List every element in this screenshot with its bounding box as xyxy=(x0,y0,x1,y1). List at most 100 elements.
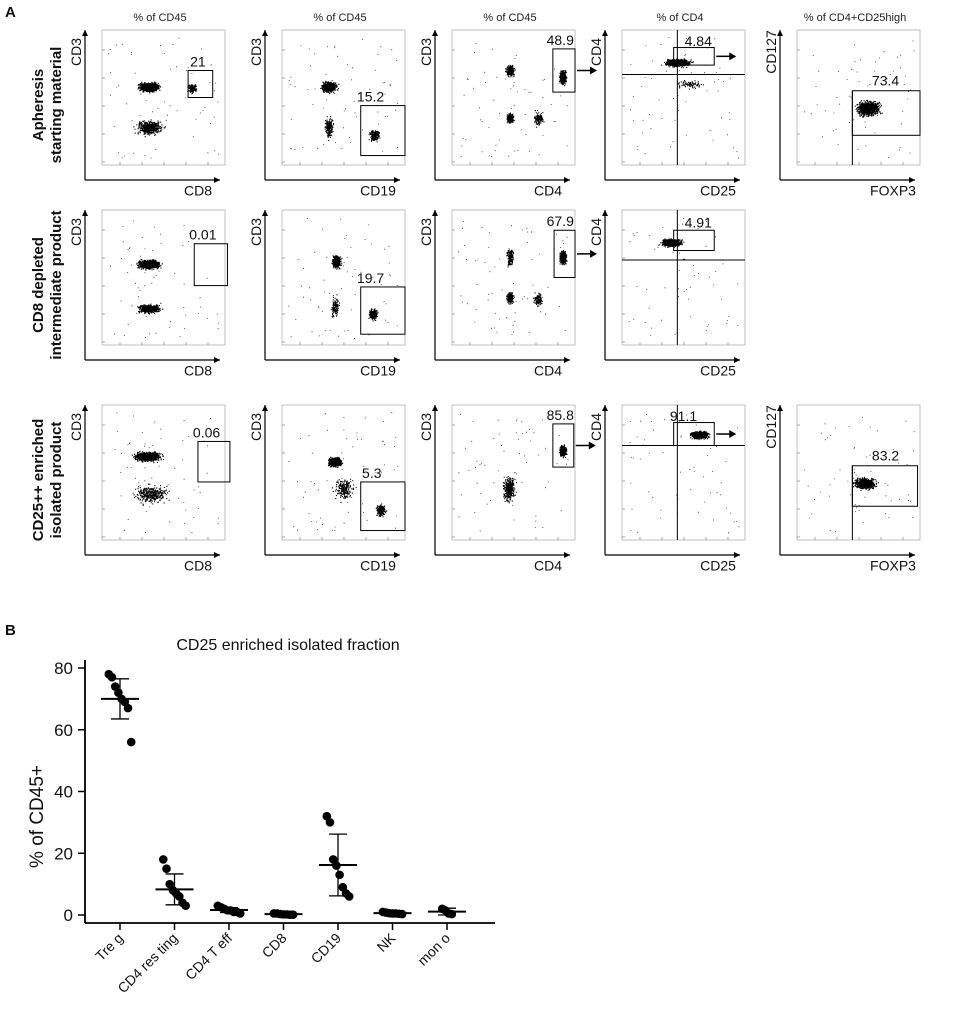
gate-arrow-icon xyxy=(590,249,597,258)
panel-b-scatter-chart: B CD25 enriched isolated fraction 0 20 40 6… xyxy=(5,622,495,996)
y-axis-label: CD3 xyxy=(68,218,84,246)
x-axis-arrow-icon xyxy=(564,552,570,558)
y-axis-arrow-icon xyxy=(262,30,268,36)
x-axis-label: CD25 xyxy=(700,362,736,378)
column-title: % of CD45 xyxy=(133,12,186,24)
panel-b-label: B xyxy=(5,622,16,639)
event-dots xyxy=(458,413,569,532)
y-axis-arrow-icon xyxy=(602,210,608,216)
flow-plot: 0.01 CD8 CD3 xyxy=(68,209,228,378)
y-axis-label: CD3 xyxy=(248,218,264,246)
y-axis-label: CD3 xyxy=(248,413,264,441)
y-axis-arrow-icon xyxy=(82,30,88,36)
gate-box xyxy=(197,440,231,483)
event-dots xyxy=(288,412,399,531)
x-axis-label: CD25 xyxy=(700,182,736,198)
data-point xyxy=(344,892,354,901)
gate-value: 67.9 xyxy=(547,213,574,229)
row-labels: Apheresis starting material CD8 depleted in… xyxy=(30,47,65,542)
gate-box xyxy=(360,286,406,335)
event-dots xyxy=(630,37,739,159)
flow-plot: 0.06 CD8 CD3 xyxy=(68,404,231,573)
svg-text:isolated product: isolated product xyxy=(48,422,65,539)
y-axis-label: CD3 xyxy=(68,413,84,441)
x-axis-label: FOXP3 xyxy=(870,182,916,198)
x-axis-label: CD8 xyxy=(184,557,212,573)
x-category-label: CD8 xyxy=(258,930,289,961)
x-axis-arrow-icon xyxy=(564,177,570,183)
y-axis-arrow-icon xyxy=(432,210,438,216)
flow-plot: 85.8 CD4 CD3 xyxy=(418,404,596,573)
y-axis-arrow-icon xyxy=(262,405,268,411)
gate-value: 21 xyxy=(190,53,206,69)
gate-value: 0.01 xyxy=(189,227,216,243)
gate-value: 5.3 xyxy=(362,465,382,481)
x-axis-arrow-icon xyxy=(734,357,740,363)
x-axis-label: CD19 xyxy=(360,182,396,198)
data-point xyxy=(159,855,168,864)
gate-arrow-icon xyxy=(590,66,597,75)
y-axis-label: CD3 xyxy=(418,218,434,246)
y-tick-label: 60 xyxy=(54,721,73,740)
y-axis-label: CD3 xyxy=(248,38,264,66)
data-point xyxy=(181,901,190,911)
y-axis-arrow-icon xyxy=(602,405,608,411)
x-axis-arrow-icon xyxy=(394,357,400,363)
y-tick-label: 80 xyxy=(54,659,73,678)
x-category-label: Tre g xyxy=(92,930,126,964)
flow-plot: 83.2 FOXP3 CD127 xyxy=(763,404,921,573)
y-axis-label: CD3 xyxy=(418,38,434,66)
gate-box xyxy=(360,481,406,532)
y-axis-label: CD127 xyxy=(763,405,779,449)
gate-box xyxy=(552,48,576,93)
column-title: % of CD4 xyxy=(656,12,703,24)
event-dots xyxy=(629,414,740,534)
flow-plot: 91.1 CD25 CD4 xyxy=(588,404,746,573)
chart-title: CD25 enriched isolated fraction xyxy=(176,637,399,654)
column-titles: % of CD45 % of CD45 % of CD45 % of CD4 % of … xyxy=(133,12,906,24)
flow-plot: 21 CD8 CD3 xyxy=(68,29,226,198)
gate-value: 85.8 xyxy=(547,407,574,423)
x-axis-label: CD25 xyxy=(700,557,736,573)
x-category-label: NK xyxy=(374,929,400,955)
event-dots xyxy=(804,416,915,532)
y-axis-arrow-icon xyxy=(82,210,88,216)
x-axis-label: CD4 xyxy=(534,362,562,378)
event-dots xyxy=(458,221,568,335)
x-axis-arrow-icon xyxy=(214,357,220,363)
event-dots xyxy=(804,40,915,158)
x-axis-arrow-icon xyxy=(909,552,915,558)
y-tick-label: 20 xyxy=(54,844,73,863)
y-tick-label: 40 xyxy=(54,783,73,802)
y-axis-arrow-icon xyxy=(432,405,438,411)
x-axis-arrow-icon xyxy=(394,177,400,183)
data-point xyxy=(335,870,344,880)
flow-plot: 4.84 CD25 CD4 xyxy=(588,29,746,198)
y-axis-arrow-icon xyxy=(82,405,88,411)
flow-plot: 4.91 CD25 CD4 xyxy=(588,209,746,378)
gate-value: 15.2 xyxy=(357,89,384,105)
svg-text:CD8 depleted: CD8 depleted xyxy=(30,237,47,333)
column-title: % of CD4+CD25high xyxy=(804,12,906,24)
gate-box xyxy=(673,229,715,251)
column-title: % of CD45 xyxy=(313,12,366,24)
x-axis-label: CD4 xyxy=(534,557,562,573)
y-axis-arrow-icon xyxy=(777,30,783,36)
gate-box xyxy=(193,243,228,287)
y-axis-arrow-icon xyxy=(262,210,268,216)
y-tick-label: 0 xyxy=(64,906,73,925)
y-axis-label: % of CD45+ xyxy=(27,765,48,868)
svg-text:CD25++ enriched: CD25++ enriched xyxy=(30,419,47,542)
row-label: Apheresis starting material xyxy=(30,47,65,164)
x-axis-label: CD4 xyxy=(534,182,562,198)
gate-value: 4.91 xyxy=(685,215,712,231)
svg-text:Apheresis: Apheresis xyxy=(30,69,47,142)
event-dots xyxy=(628,217,739,336)
y-axis-label: CD4 xyxy=(588,38,604,66)
flow-plot: 48.9 CD4 CD3 xyxy=(418,29,597,198)
x-axis-label: CD8 xyxy=(184,362,212,378)
row-label: CD25++ enriched isolated product xyxy=(30,419,65,542)
y-axis-label: CD127 xyxy=(763,30,779,74)
y-axis-label: CD4 xyxy=(588,413,604,441)
